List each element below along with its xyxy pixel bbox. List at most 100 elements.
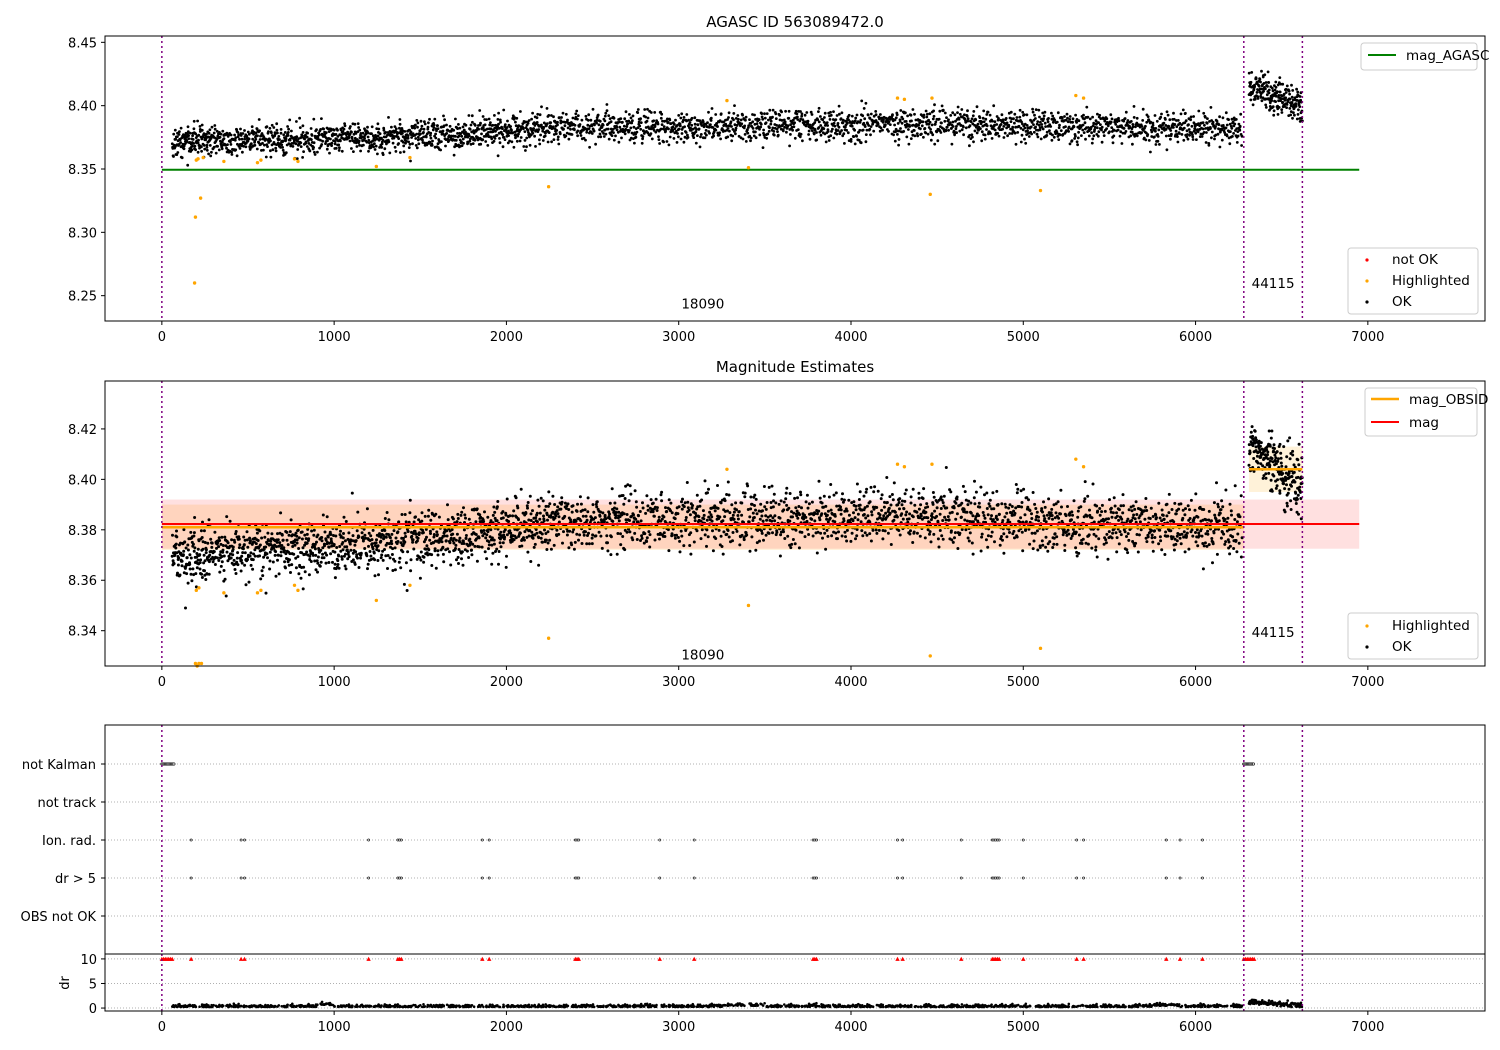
ok-point [243, 563, 247, 567]
ok-point [1008, 132, 1012, 135]
ok-point [1064, 118, 1068, 122]
ok-point [629, 492, 633, 496]
ok-point [1023, 137, 1026, 141]
ok-point [495, 519, 499, 523]
ok-point [881, 128, 884, 132]
ok-point [493, 137, 497, 140]
ok-point [853, 142, 857, 146]
ok-point [417, 531, 421, 535]
ok-point [554, 132, 558, 136]
ok-point [229, 556, 233, 560]
ok-point [677, 505, 681, 509]
ok-point [673, 123, 676, 126]
ok-point [295, 135, 299, 139]
ok-point [256, 539, 260, 542]
ok-point [426, 514, 430, 518]
ok-point [951, 111, 955, 115]
ok-point [718, 119, 722, 122]
ok-point [299, 141, 303, 145]
ok-point [1192, 115, 1195, 118]
ok-point [319, 548, 323, 552]
ok-point [1146, 115, 1150, 118]
ok-point [658, 537, 661, 541]
ok-point [294, 566, 298, 570]
ok-point [983, 137, 987, 141]
ok-point [445, 132, 449, 135]
ok-point [296, 528, 300, 532]
ok-point [963, 113, 966, 117]
ok-point [235, 556, 239, 560]
ok-point [771, 126, 775, 130]
ok-point [367, 531, 371, 535]
highlighted-point [1074, 93, 1078, 98]
ok-point [686, 506, 690, 510]
ok-point [1276, 113, 1280, 116]
ok-point [279, 554, 283, 558]
ok-point [477, 536, 481, 540]
ok-point [487, 131, 490, 134]
ok-point [200, 145, 203, 149]
ok-point [772, 133, 776, 137]
ok-point [1233, 122, 1237, 126]
ok-point [653, 538, 657, 542]
ok-point [233, 568, 237, 571]
ok-point [717, 528, 721, 532]
ok-point [1013, 121, 1016, 125]
ok-point [171, 533, 174, 537]
ok-point [435, 530, 439, 534]
ok-point [543, 134, 547, 138]
ok-point [514, 120, 517, 124]
ok-point [893, 118, 897, 122]
ok-point [281, 146, 284, 149]
ok-point [1111, 141, 1115, 145]
ok-point [1227, 118, 1230, 121]
ok-point [749, 136, 753, 140]
ok-point [808, 137, 812, 141]
ok-point [349, 548, 353, 552]
ok-point [945, 116, 948, 119]
ok-point [192, 531, 196, 535]
ok-point [1132, 105, 1136, 108]
ok-point [198, 561, 202, 565]
ok-point [560, 500, 564, 504]
ok-point [1174, 129, 1178, 133]
ok-point [858, 121, 862, 124]
ok-point [593, 123, 596, 127]
ok-point [401, 131, 404, 135]
ok-point [544, 131, 547, 135]
ok-point [1096, 134, 1100, 138]
ok-point [813, 128, 817, 132]
ok-point [908, 125, 912, 128]
ok-point [850, 124, 854, 128]
ok-point [1209, 127, 1212, 130]
ok-point [619, 543, 623, 547]
ok-point [464, 536, 468, 540]
ok-point [608, 117, 612, 120]
ok-point [769, 119, 773, 123]
ok-point [410, 136, 413, 139]
ok-point [220, 147, 224, 151]
ok-point [808, 123, 812, 127]
ok-point [686, 133, 689, 137]
ok-point [357, 535, 361, 539]
ok-point [254, 131, 258, 135]
ok-point [632, 125, 636, 129]
ok-point [284, 137, 288, 141]
ok-point [633, 531, 637, 535]
ok-point [411, 538, 415, 542]
ok-point [706, 535, 710, 539]
ok-point [955, 131, 958, 135]
ok-point [327, 545, 331, 549]
ok-point [595, 505, 599, 509]
ok-point [1066, 116, 1069, 120]
ok-point [853, 119, 857, 123]
ok-point [275, 540, 279, 544]
ok-point [1006, 134, 1009, 138]
ok-point [172, 132, 176, 136]
ok-point [281, 538, 285, 542]
ok-point [535, 531, 539, 535]
ok-point [342, 127, 346, 131]
ok-point [220, 560, 224, 564]
ok-point [1131, 123, 1135, 126]
ok-point [176, 135, 179, 139]
